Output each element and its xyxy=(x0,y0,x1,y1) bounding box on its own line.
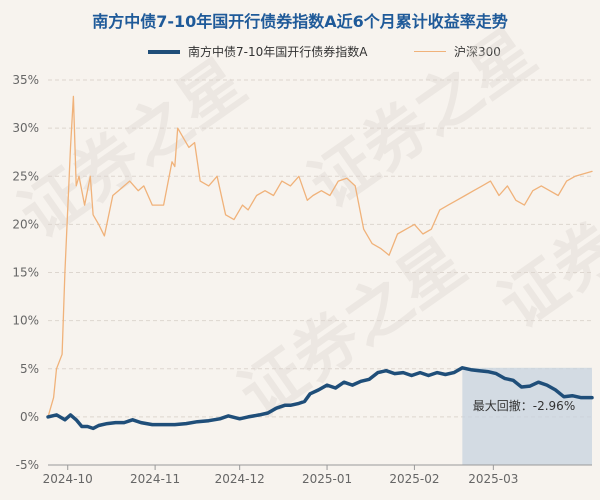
max-drawdown-label: 最大回撤：-2.96% xyxy=(473,398,575,413)
x-tick-label-2024-11: 2024-11 xyxy=(130,472,180,486)
y-tick-label-20: 20% xyxy=(12,217,39,231)
drawdown-shade-rect xyxy=(462,367,592,465)
series-line-0 xyxy=(46,366,594,431)
chart-title: 南方中债7-10年国开行债券指数A近6个月累计收益率走势 xyxy=(92,12,508,31)
legend-label-csi300: 沪深300 xyxy=(454,45,501,59)
y-tick-label-0: 0% xyxy=(20,410,39,424)
y-tick-label-25: 25% xyxy=(12,169,39,183)
x-tick-label-2024-12: 2024-12 xyxy=(215,472,265,486)
watermark-text-0: 证券之星 xyxy=(7,46,259,253)
legend-item-csi300: 沪深300 xyxy=(414,43,501,60)
legend-swatch-csi300 xyxy=(414,50,446,53)
x-axis: 2024-10 2024-11 2024-12 2025-01 2025-02 2025-… xyxy=(43,464,592,486)
watermark-text-3: 证券之星 xyxy=(487,136,600,343)
series-lines xyxy=(46,95,594,431)
x-tick-label-2024-10: 2024-10 xyxy=(43,472,93,486)
x-tick-label-2025-03: 2025-03 xyxy=(468,472,518,486)
y-tick-label-30: 30% xyxy=(12,121,39,135)
annotation-group: 最大回撤：-2.96% xyxy=(473,398,575,413)
watermark-text-1: 证券之星 xyxy=(227,226,479,433)
drawdown-shade xyxy=(462,367,592,465)
legend-item-fund: 南方中债7-10年国开行债券指数A xyxy=(148,43,367,60)
x-tick-label-2025-02: 2025-02 xyxy=(389,472,439,486)
y-tick-label--5: -5% xyxy=(16,458,39,472)
legend-label-fund: 南方中债7-10年国开行债券指数A xyxy=(188,45,368,59)
y-tick-label-35: 35% xyxy=(12,73,39,87)
y-tick-label-15: 15% xyxy=(12,266,39,280)
y-tick-label-10: 10% xyxy=(12,314,39,328)
legend-swatch-fund xyxy=(148,49,180,54)
x-tick-label-2025-01: 2025-01 xyxy=(302,472,352,486)
series-line-1 xyxy=(47,95,593,418)
y-axis-labels: -5% 0% 5% 10% 15% 20% 25% 30% 35% xyxy=(12,73,39,472)
y-tick-label-5: 5% xyxy=(20,362,39,376)
